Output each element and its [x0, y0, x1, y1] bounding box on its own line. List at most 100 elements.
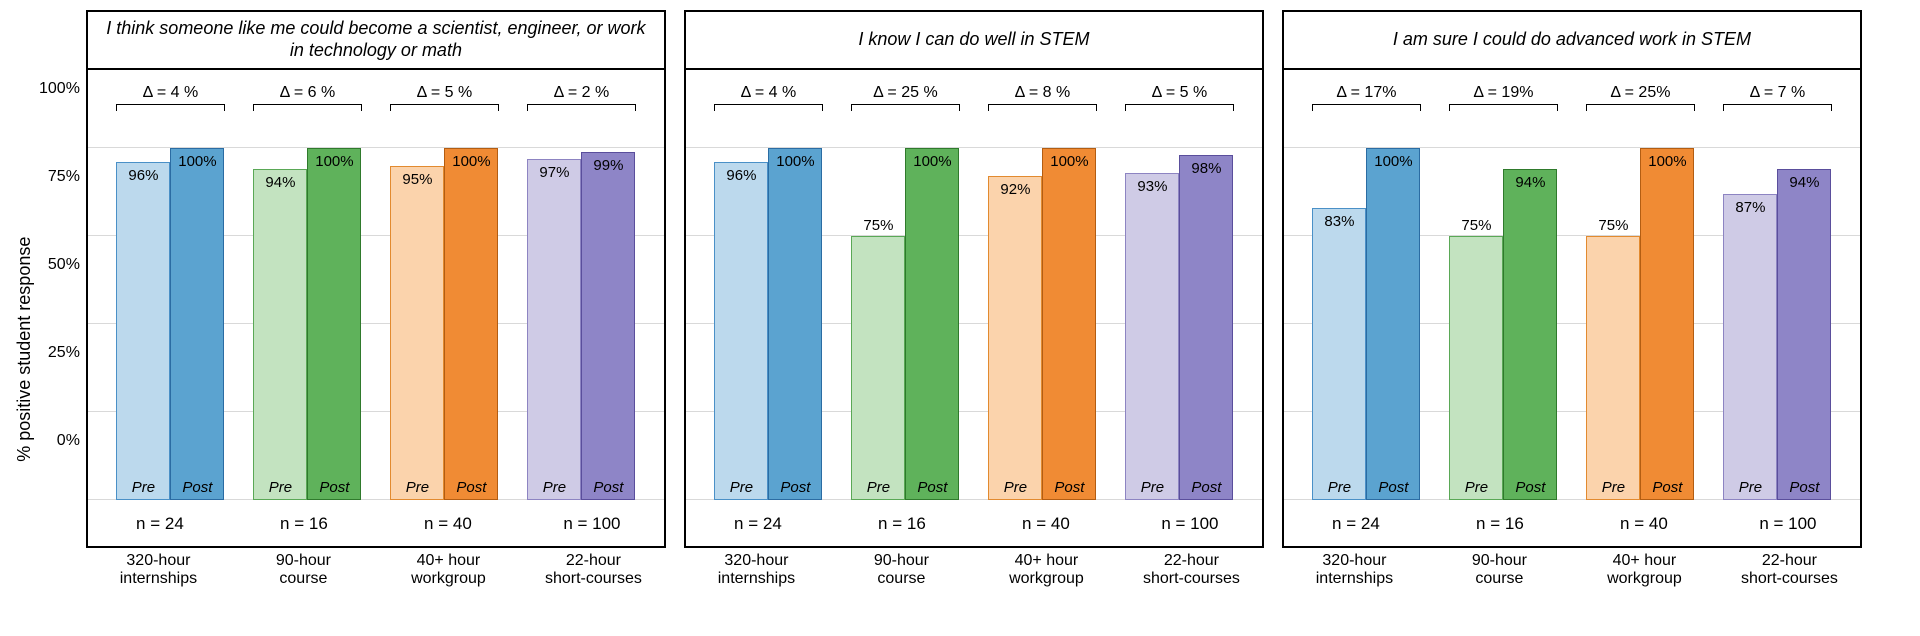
- plot-area: Δ = 4 %96%Pre100%PostΔ = 25 %75%Pre100%P…: [684, 68, 1264, 548]
- post-bar: 100%Post: [307, 148, 361, 500]
- bar-group: Δ = 17%83%Pre100%Post: [1298, 90, 1435, 500]
- y-tick: 75%: [39, 168, 86, 256]
- n-row: n = 24n = 16n = 40n = 100: [1284, 514, 1860, 534]
- x-tick-label: 40+ hourworkgroup: [974, 552, 1119, 589]
- post-bar: 100%Post: [170, 148, 224, 500]
- bar-prepost-label: Pre: [406, 479, 429, 496]
- pre-bar: 95% Pre: [390, 166, 444, 500]
- bar-value-label: 75%: [863, 217, 893, 234]
- bar-prepost-label: Pre: [132, 479, 155, 496]
- plot-area: Δ = 17%83%Pre100%PostΔ = 19%75%Pre94%Pos…: [1282, 68, 1862, 548]
- bar-value-label: 93%: [1137, 178, 1167, 195]
- x-tick-label: 90-hourcourse: [829, 552, 974, 589]
- bar-prepost-label: Pre: [269, 479, 292, 496]
- bar-prepost-label: Pre: [730, 479, 753, 496]
- bar-prepost-label: Post: [1191, 479, 1221, 496]
- x-tick-label: 22-hourshort-courses: [1119, 552, 1264, 589]
- bar-value-label: 100%: [1374, 153, 1412, 170]
- post-bar: 94% Post: [1503, 169, 1557, 500]
- x-tick-label: 40+ hourworkgroup: [1572, 552, 1717, 589]
- bar-value-label: 100%: [452, 153, 490, 170]
- pre-bar: 83% Pre: [1312, 208, 1366, 500]
- bar-prepost-label: Pre: [867, 479, 890, 496]
- x-axis: 320-hourinternships90-hourcourse40+ hour…: [684, 548, 1264, 589]
- post-bar: 99%Post: [581, 152, 635, 500]
- bar-prepost-label: Pre: [1465, 479, 1488, 496]
- bar-value-label: 94%: [265, 174, 295, 191]
- pre-bar: 96%Pre: [116, 162, 170, 500]
- pre-bar: 75%Pre: [1449, 236, 1503, 500]
- y-axis-label: % positive student response: [10, 10, 39, 589]
- bar-prepost-label: Post: [182, 479, 212, 496]
- post-bar: 100%Post: [905, 148, 959, 500]
- pre-bar: 92%Pre: [988, 176, 1042, 500]
- bar-prepost-label: Pre: [1602, 479, 1625, 496]
- x-tick-label: 40+ hourworkgroup: [376, 552, 521, 589]
- plot-area: Δ = 4 %96%Pre100%PostΔ = 6 %94%Pre100%Po…: [86, 68, 666, 548]
- n-row: n = 24n = 16n = 40n = 100: [686, 514, 1262, 534]
- bar-prepost-label: Post: [917, 479, 947, 496]
- n-label: n = 100: [1716, 514, 1860, 534]
- bar-prepost-label: Pre: [1739, 479, 1762, 496]
- n-label: n = 16: [232, 514, 376, 534]
- bar-prepost-label: Post: [1378, 479, 1408, 496]
- bar-value-label: 75%: [1461, 217, 1491, 234]
- n-row: n = 24n = 16n = 40n = 100: [88, 514, 664, 534]
- post-bar: 94%Post: [1777, 169, 1831, 500]
- post-bar: 100% Post: [1366, 148, 1420, 500]
- post-bar: 100%Post: [1042, 148, 1096, 500]
- bar-value-label: 100%: [776, 153, 814, 170]
- x-tick-label: 90-hourcourse: [231, 552, 376, 589]
- n-label: n = 24: [686, 514, 830, 534]
- pre-bar: 97% Pre: [527, 159, 581, 500]
- pre-bar: 94% Pre: [253, 169, 307, 500]
- n-label: n = 40: [1572, 514, 1716, 534]
- x-tick-label: 320-hourinternships: [86, 552, 231, 589]
- x-axis: 320-hourinternships90-hourcourse40+ hour…: [86, 548, 666, 589]
- bar-value-label: 100%: [1648, 153, 1686, 170]
- bar-group: Δ = 25%75%Pre100%Post: [1572, 90, 1709, 500]
- bar-group: Δ = 8 %92%Pre100%Post: [974, 90, 1111, 500]
- y-tick: 100%: [39, 80, 86, 168]
- bar-prepost-label: Post: [1054, 479, 1084, 496]
- bar-prepost-label: Post: [319, 479, 349, 496]
- bar-prepost-label: Pre: [543, 479, 566, 496]
- bar-value-label: 98%: [1191, 160, 1221, 177]
- panel-title: I think someone like me could become a s…: [86, 10, 666, 68]
- n-label: n = 24: [1284, 514, 1428, 534]
- bar-prepost-label: Post: [780, 479, 810, 496]
- bar-value-label: 83%: [1324, 213, 1354, 230]
- n-label: n = 100: [520, 514, 664, 534]
- bar-value-label: 96%: [726, 167, 756, 184]
- panel-title: I know I can do well in STEM: [684, 10, 1264, 68]
- bar-group: Δ = 2 %97%Pre99%Post: [513, 90, 650, 500]
- bar-prepost-label: Post: [1652, 479, 1682, 496]
- bar-value-label: 97%: [539, 164, 569, 181]
- bar-group: Δ = 25 %75%Pre100%Post: [837, 90, 974, 500]
- bar-prepost-label: Pre: [1328, 479, 1351, 496]
- y-tick: 25%: [39, 344, 86, 432]
- pre-bar: 75%Pre: [1586, 236, 1640, 500]
- y-tick: 0%: [39, 432, 86, 520]
- bar-group: Δ = 19%75%Pre94%Post: [1435, 90, 1572, 500]
- x-tick-label: 90-hourcourse: [1427, 552, 1572, 589]
- x-axis: 320-hourinternships90-hourcourse40+ hour…: [1282, 548, 1862, 589]
- bar-prepost-label: Post: [456, 479, 486, 496]
- n-label: n = 24: [88, 514, 232, 534]
- panel: I know I can do well in STEMΔ = 4 %96%Pr…: [684, 10, 1264, 589]
- bar-value-label: 94%: [1515, 174, 1545, 191]
- bar-prepost-label: Post: [1515, 479, 1545, 496]
- bar-group: Δ = 4 %96%Pre100%Post: [102, 90, 239, 500]
- x-tick-label: 320-hourinternships: [684, 552, 829, 589]
- x-tick-label: 22-hourshort-courses: [1717, 552, 1862, 589]
- bar-value-label: 92%: [1000, 181, 1030, 198]
- panel: I think someone like me could become a s…: [86, 10, 666, 589]
- n-label: n = 16: [830, 514, 974, 534]
- x-tick-label: 320-hourinternships: [1282, 552, 1427, 589]
- bar-prepost-label: Post: [593, 479, 623, 496]
- pre-bar: 93%Pre: [1125, 173, 1179, 500]
- n-label: n = 40: [974, 514, 1118, 534]
- bar-value-label: 95%: [402, 171, 432, 188]
- pre-bar: 96% Pre: [714, 162, 768, 500]
- panels-row: I think someone like me could become a s…: [86, 10, 1862, 589]
